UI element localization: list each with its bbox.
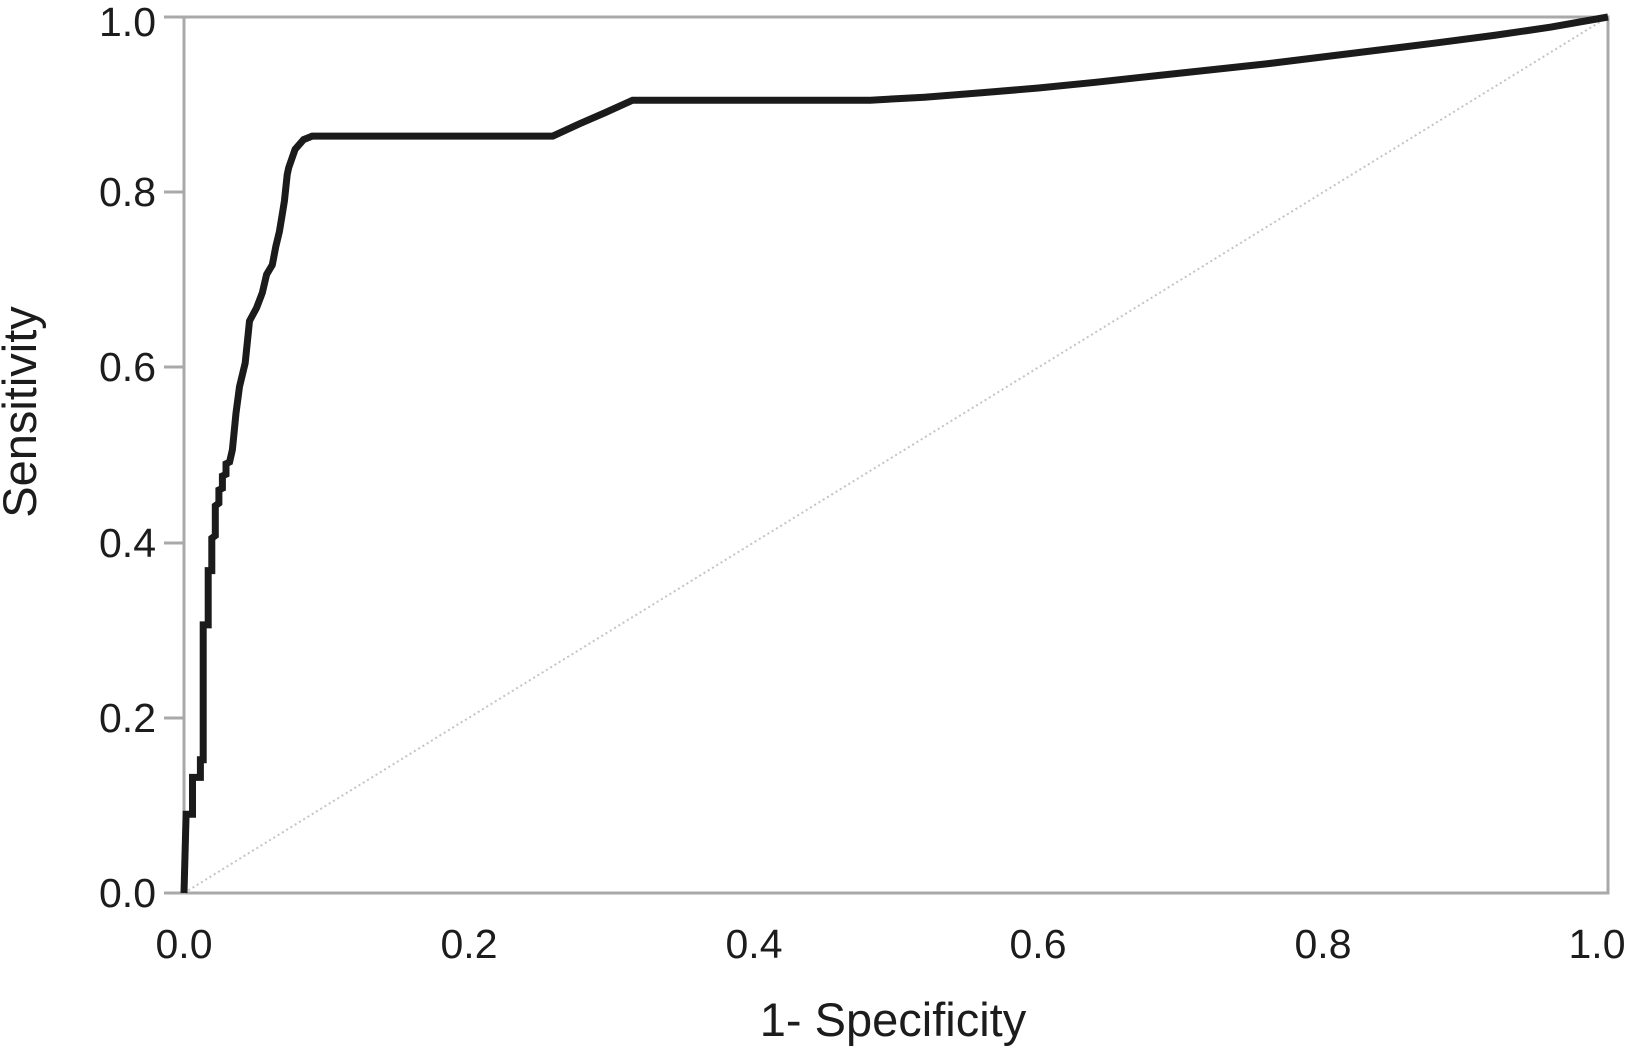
- y-tick-label: 0.8: [99, 169, 156, 215]
- y-tick-marks: [164, 15, 183, 895]
- x-tick-label: 0.8: [1295, 921, 1352, 967]
- y-tick-label: 1.0: [99, 0, 156, 45]
- x-tick-labels: 0.0 0.2 0.4 0.6 0.8 1.0: [156, 921, 1626, 967]
- y-tick-label: 0.6: [99, 344, 156, 390]
- reference-diagonal-line: [183, 16, 1609, 894]
- plot-area-border: [182, 15, 1610, 895]
- y-tick-label: 0.2: [99, 695, 156, 741]
- y-tick-label: 0.4: [99, 520, 156, 566]
- roc-curve-line: [180, 13, 1609, 894]
- y-tick-labels: 0.0 0.2 0.4 0.6 0.8 1.0: [99, 0, 156, 916]
- x-tick-label: 0.2: [441, 921, 498, 967]
- x-axis-title: 1- Specificity: [760, 993, 1027, 1046]
- x-tick-label: 0.0: [156, 921, 213, 967]
- x-tick-label: 0.6: [1010, 921, 1067, 967]
- y-tick-label: 0.0: [99, 870, 156, 916]
- series-layer: [180, 13, 1609, 894]
- x-tick-label: 0.4: [726, 921, 783, 967]
- y-axis-title: Sensitivity: [0, 306, 46, 518]
- x-tick-label: 1.0: [1569, 921, 1626, 967]
